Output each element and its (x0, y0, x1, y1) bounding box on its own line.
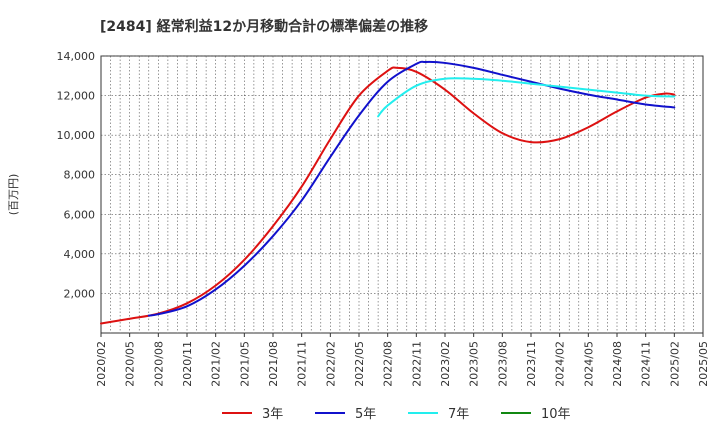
y-axis: 2,000 4,000 6,000 8,000 10,000 12,000 14,000 (57, 50, 96, 300)
x-tick-label: 2024/05 (582, 341, 595, 387)
x-tick-label: 2024/08 (611, 341, 624, 387)
x-tick-label: 2020/05 (124, 341, 137, 387)
y-tick-label: 6,000 (64, 208, 96, 221)
x-tick-label: 2023/02 (439, 341, 452, 387)
legend-label-1: 5年 (355, 407, 376, 422)
x-axis: 2020/02 2020/05 2020/08 2020/11 2021/02 2021/… (95, 333, 710, 387)
legend-label-3: 10年 (541, 407, 571, 422)
y-tick-label: 8,000 (64, 169, 96, 182)
y-tick-label: 4,000 (64, 248, 96, 261)
series-line-0 (100, 66, 676, 325)
x-tick-label: 2021/08 (267, 341, 280, 387)
x-tick-label: 2020/11 (181, 341, 194, 387)
gridlines (101, 55, 703, 333)
y-tick-label: 12,000 (57, 90, 96, 103)
plot-area (100, 55, 704, 334)
legend: 3年 5年 7年 10年 (222, 407, 571, 422)
y-tick-label: 10,000 (57, 129, 96, 142)
x-tick-label: 2023/05 (468, 341, 481, 387)
y-tick-label: 2,000 (64, 287, 96, 300)
x-tick-label: 2024/02 (554, 341, 567, 387)
series-line-2 (377, 77, 676, 118)
x-tick-label: 2023/11 (525, 341, 538, 387)
x-tick-label: 2025/05 (697, 341, 710, 387)
x-tick-label: 2025/02 (668, 341, 681, 387)
series-lines (100, 60, 676, 325)
x-tick-label: 2022/02 (324, 341, 337, 387)
x-tick-label: 2024/11 (640, 341, 653, 387)
chart-title: [2484] 経常利益12か月移動合計の標準偏差の推移 (100, 18, 428, 35)
x-tick-label: 2022/05 (353, 341, 366, 387)
series-line-1 (147, 60, 676, 317)
x-tick-label: 2022/11 (410, 341, 423, 387)
x-tick-label: 2020/02 (95, 341, 108, 387)
legend-label-0: 3年 (262, 407, 283, 422)
x-tick-label: 2021/11 (296, 341, 309, 387)
y-axis-label: (百万円) (7, 174, 20, 216)
x-tick-label: 2021/02 (210, 341, 223, 387)
legend-label-2: 7年 (448, 407, 469, 422)
x-tick-label: 2022/08 (382, 341, 395, 387)
x-tick-label: 2023/08 (496, 341, 509, 387)
y-tick-label: 14,000 (57, 50, 96, 63)
x-tick-label: 2020/08 (152, 341, 165, 387)
x-tick-label: 2021/05 (238, 341, 251, 387)
